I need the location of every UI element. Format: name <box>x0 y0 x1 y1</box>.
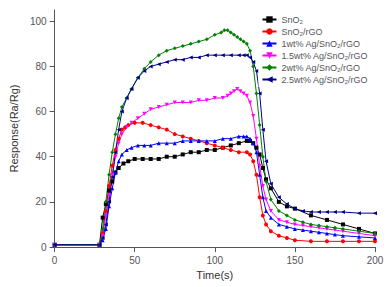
svg-text:40: 40 <box>35 151 47 162</box>
svg-text:80: 80 <box>35 61 47 72</box>
svg-text:50: 50 <box>129 255 141 266</box>
svg-text:SnO₂/rGO: SnO₂/rGO <box>281 27 322 37</box>
svg-text:100: 100 <box>206 255 223 266</box>
svg-text:Time(s): Time(s) <box>196 269 233 281</box>
svg-text:SnO₂: SnO₂ <box>281 15 303 25</box>
svg-text:20: 20 <box>35 196 47 207</box>
svg-text:60: 60 <box>35 106 47 117</box>
svg-text:150: 150 <box>287 255 304 266</box>
svg-text:100: 100 <box>30 16 47 27</box>
svg-text:Response(Ra/Rg): Response(Ra/Rg) <box>8 84 20 172</box>
svg-text:1wt% Ag/SnO₂/rGO: 1wt% Ag/SnO₂/rGO <box>281 39 360 49</box>
svg-text:1.5wt% Ag/SnO₂/rGO: 1.5wt% Ag/SnO₂/rGO <box>281 51 367 61</box>
svg-text:0: 0 <box>41 242 47 253</box>
svg-text:0: 0 <box>52 255 58 266</box>
svg-text:200: 200 <box>367 255 384 266</box>
svg-text:2wt% Ag/SnO₂/rGO: 2wt% Ag/SnO₂/rGO <box>281 63 360 73</box>
svg-text:2.5wt% Ag/SnO₂/rGO: 2.5wt% Ag/SnO₂/rGO <box>281 75 367 85</box>
